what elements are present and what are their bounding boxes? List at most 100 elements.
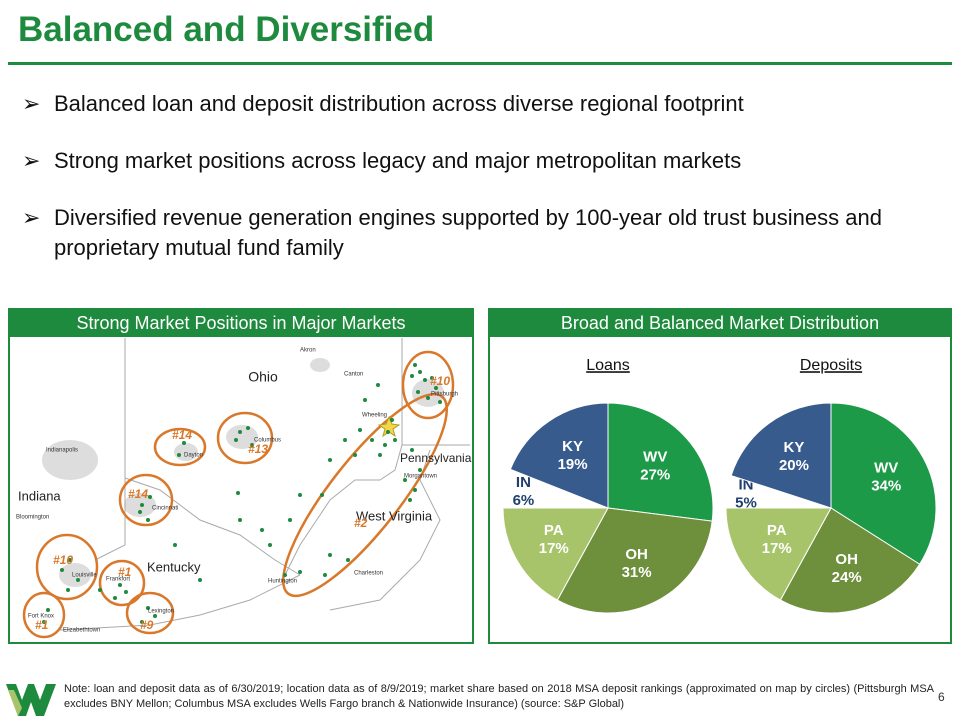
- branch-dot: [250, 443, 254, 447]
- chart-title: Loans: [586, 357, 630, 374]
- slice-value: 24%: [832, 569, 862, 586]
- city-label: Indianapolis: [46, 448, 78, 454]
- slice-value: 17%: [539, 540, 569, 557]
- branch-dot: [418, 370, 422, 374]
- state-label: Ohio: [248, 369, 278, 385]
- rank-label: #1: [118, 565, 132, 579]
- chart-panel: Broad and Balanced Market Distribution: [488, 308, 952, 644]
- branch-dot: [113, 596, 117, 600]
- pie-slice: [730, 402, 832, 509]
- slice-value: 27%: [640, 466, 670, 483]
- branch-dot: [426, 396, 430, 400]
- city-label: Louisville: [72, 573, 97, 579]
- slice-category: PA: [544, 522, 564, 539]
- branch-dot: [68, 558, 72, 562]
- chart-title: Deposits: [800, 357, 862, 374]
- panel-title: Strong Market Positions in Major Markets: [10, 310, 472, 337]
- pie-slice: [502, 507, 609, 601]
- slice-category: OH: [835, 551, 858, 568]
- branch-dot: [353, 453, 357, 457]
- branch-dot: [358, 428, 362, 432]
- branch-dot: [328, 458, 332, 462]
- branch-dot: [246, 426, 250, 430]
- branch-dot: [173, 543, 177, 547]
- branch-dot: [76, 578, 80, 582]
- branch-dot: [177, 453, 181, 457]
- branch-dot: [146, 518, 150, 522]
- slice-value: 19%: [558, 456, 588, 473]
- branch-dot: [124, 590, 128, 594]
- rank-label: #2: [354, 516, 368, 530]
- bullet: Strong market positions across legacy an…: [22, 146, 954, 176]
- branch-dot: [138, 510, 142, 514]
- branch-dot: [118, 583, 122, 587]
- branch-dot: [238, 518, 242, 522]
- branch-dot: [182, 441, 186, 445]
- pie-slice: [607, 402, 714, 522]
- branch-dot: [234, 438, 238, 442]
- branch-dot: [153, 614, 157, 618]
- branch-dot: [42, 620, 46, 624]
- map-panel: Strong Market Positions in Major Markets: [8, 308, 474, 644]
- slice-category: WV: [643, 448, 667, 465]
- branch-dot: [268, 543, 272, 547]
- state-label: Indiana: [18, 488, 61, 503]
- branch-dot: [66, 588, 70, 592]
- branch-dot: [383, 443, 387, 447]
- branch-dot: [434, 386, 438, 390]
- branch-dot: [423, 378, 427, 382]
- slice-value: 31%: [622, 564, 652, 581]
- branch-dot: [46, 608, 50, 612]
- pie-slice: [725, 507, 832, 601]
- state-label: Pennsylvania: [400, 451, 472, 465]
- pie-slice: [509, 402, 609, 509]
- bullet: Balanced loan and deposit distribution a…: [22, 89, 954, 119]
- slice-category: IN: [516, 474, 531, 491]
- city-label: Wheeling: [362, 413, 387, 419]
- branch-dot: [386, 430, 390, 434]
- city-label: Columbus: [254, 438, 281, 444]
- branch-dot: [260, 528, 264, 532]
- branch-dot: [238, 430, 242, 434]
- branch-dot: [416, 390, 420, 394]
- branch-dot: [376, 383, 380, 387]
- branch-dot: [413, 488, 417, 492]
- branch-dot: [298, 570, 302, 574]
- city-label: Morgantown: [404, 474, 437, 480]
- pies: LoansWV27%OH31%PA17%IN6%KY19%DepositsWV3…: [502, 357, 937, 614]
- pie-slice: [556, 507, 713, 614]
- rank-label: #9: [140, 618, 154, 632]
- slice-category: KY: [784, 439, 805, 456]
- slice-value: 5%: [735, 494, 757, 511]
- branch-dot: [393, 438, 397, 442]
- branch-dot: [198, 578, 202, 582]
- city-label: Akron: [300, 348, 316, 354]
- branch-dot: [236, 491, 240, 495]
- branch-dot: [438, 400, 442, 404]
- page-number: 6: [938, 690, 945, 704]
- slice-category: PA: [767, 522, 787, 539]
- branch-dot: [370, 438, 374, 442]
- city-label: Canton: [344, 372, 363, 378]
- branch-dot: [320, 493, 324, 497]
- branch-dot: [323, 573, 327, 577]
- rank-label: #1: [35, 618, 49, 632]
- city-label: Bloomington: [16, 515, 49, 521]
- slice-value: 34%: [871, 478, 901, 495]
- branch-dot: [418, 468, 422, 472]
- branch-dot: [410, 374, 414, 378]
- slice-category: KY: [562, 438, 583, 455]
- branch-dot: [148, 495, 152, 499]
- slice-category: OH: [625, 546, 648, 563]
- bullet: Diversified revenue generation engines s…: [22, 203, 914, 263]
- rank-label: #13: [248, 442, 268, 456]
- map: Ohio Indiana Kentucky Pennsylvania West …: [16, 338, 472, 639]
- rank-label: #14: [128, 487, 148, 501]
- city-label: Cincinnati: [152, 506, 178, 512]
- branch-dot: [140, 503, 144, 507]
- branch-dot: [98, 588, 102, 592]
- branch-dot: [363, 398, 367, 402]
- city-label: Elizabethtown: [63, 628, 100, 634]
